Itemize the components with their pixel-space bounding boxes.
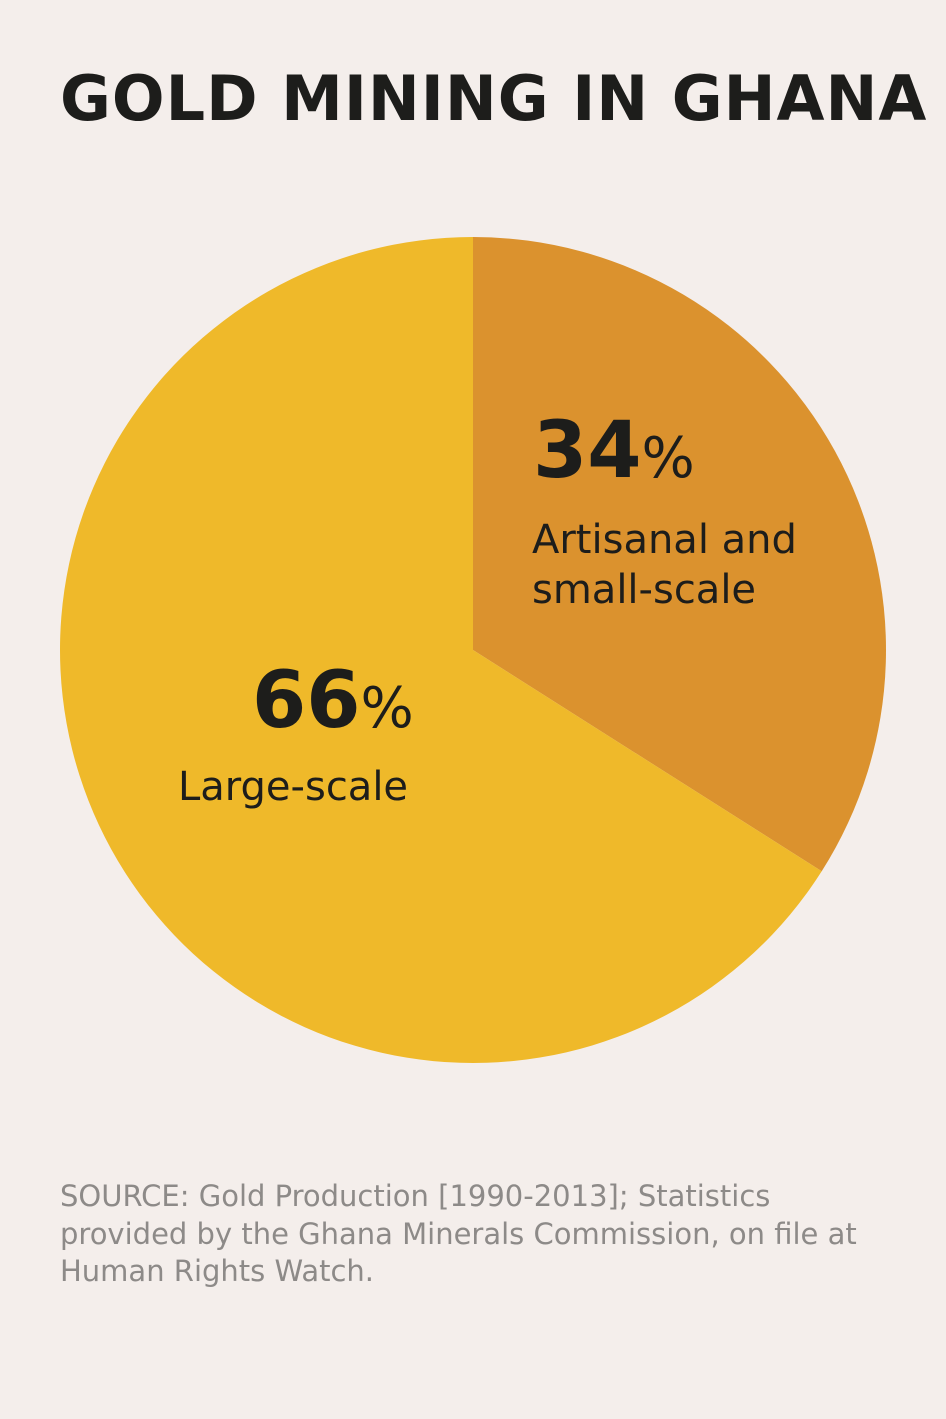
pie-slice-artisanal-and-small-scale (473, 237, 887, 872)
slice-large-scale-percent: 66% (252, 662, 414, 740)
slice-small-scale-label: Artisanal and small-scale (532, 515, 797, 615)
percent-symbol: % (641, 426, 695, 491)
percent-value: 66 (252, 656, 361, 746)
chart-title: GOLD MINING IN GHANA (60, 62, 928, 135)
pie-slice-large-scale (60, 237, 822, 1063)
slice-small-scale-percent: 34% (533, 412, 695, 490)
label-line: Artisanal and (532, 517, 797, 563)
percent-symbol: % (360, 676, 414, 741)
label-line: Large-scale (178, 764, 409, 810)
percent-value: 34 (533, 406, 642, 496)
slice-large-scale-label: Large-scale (178, 762, 408, 812)
source-note: SOURCE: Gold Production [1990-2013]; Sta… (60, 1179, 857, 1289)
label-line: small-scale (532, 567, 757, 613)
